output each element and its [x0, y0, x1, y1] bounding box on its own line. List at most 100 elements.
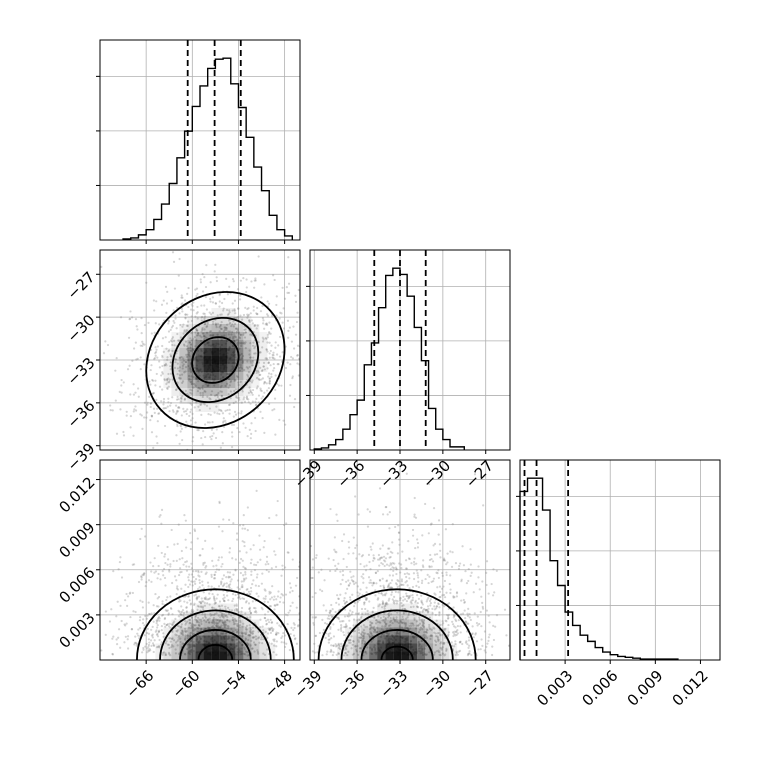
pair-0-point	[188, 414, 191, 418]
pair-0-point	[166, 290, 169, 293]
pair-2-point	[473, 612, 476, 615]
pair-2-point	[422, 622, 425, 625]
pair-1-point	[275, 633, 278, 636]
pair-0-point	[259, 373, 262, 376]
pair-0-point	[220, 301, 224, 305]
pair-2-point	[391, 551, 394, 554]
pair-2-point	[377, 592, 381, 595]
pair-2-point	[439, 549, 442, 552]
pair-1-point	[150, 644, 153, 647]
pair-0-point	[187, 353, 190, 356]
pair-0-point	[246, 373, 249, 376]
pair-2-point	[480, 638, 483, 641]
pair-1-point	[266, 600, 270, 604]
pair-2-point	[390, 579, 394, 582]
pair-1-density-cell	[259, 651, 268, 660]
pair-0-point	[238, 347, 241, 350]
pair-2-point	[420, 639, 423, 643]
pair-2-point	[398, 538, 401, 541]
pair-1-density-cell	[235, 619, 244, 628]
pair-0-point	[283, 297, 287, 300]
pair-0-point	[273, 278, 276, 282]
pair-0-point	[249, 356, 252, 359]
pair-1-point	[263, 653, 267, 657]
pair-2-point	[441, 571, 444, 575]
pair-1-point	[188, 599, 191, 602]
pair-2-point	[450, 565, 454, 568]
pair-1-density-cell	[195, 643, 204, 652]
pair-0-point	[249, 437, 252, 440]
pair-1-point	[135, 644, 138, 647]
pair-0-point	[173, 321, 176, 324]
pair-2-density-cell	[353, 627, 362, 636]
pair-0-point	[233, 309, 236, 312]
pair-2-point	[421, 579, 424, 582]
pair-2-point	[414, 516, 418, 519]
pair-2-point	[441, 623, 444, 626]
pair-1-point	[187, 579, 190, 582]
pair-0-point	[220, 409, 223, 413]
pair-0-point	[218, 292, 222, 296]
pair-0-point	[208, 421, 211, 424]
pair-1-point	[237, 631, 240, 634]
pair-0-density-cell	[163, 380, 172, 388]
pair-2-point	[330, 650, 333, 653]
pair-0-point	[267, 362, 270, 365]
pair-2-point	[425, 628, 428, 631]
pair-2-point	[478, 622, 481, 626]
pair-1-point	[204, 627, 207, 631]
pair-1-point	[157, 544, 160, 547]
pair-2-point	[466, 653, 470, 657]
pair-2-point	[453, 625, 456, 628]
pair-0-density-cell	[219, 356, 228, 364]
pair-0-density-cell	[195, 364, 204, 372]
pair-0-point	[216, 395, 219, 399]
pair-2-point	[428, 627, 432, 630]
pair-1-point	[256, 573, 259, 576]
pair-1-point	[164, 642, 167, 645]
pair-1-point	[243, 544, 246, 548]
pair-1-point	[232, 573, 235, 576]
pair-1-point	[224, 615, 227, 618]
pair-0-point	[259, 387, 262, 390]
pair-2-point	[342, 631, 345, 634]
pair-2-point	[390, 619, 393, 622]
pair-2-point	[418, 616, 421, 619]
pair-0-point	[218, 408, 221, 411]
pair-0-point	[176, 424, 179, 428]
pair-0-point	[240, 352, 243, 356]
pair-2-point	[422, 618, 426, 622]
pair-2-point	[402, 612, 405, 615]
pair-2-point	[460, 599, 463, 602]
pair-0-point	[171, 343, 174, 347]
pair-2-point	[329, 507, 332, 511]
pair-2-point	[447, 607, 450, 611]
pair-0-point	[267, 375, 270, 378]
pair-1-point	[200, 597, 203, 600]
pair-0-point	[240, 344, 243, 347]
pair-1-point	[162, 567, 166, 571]
pair-1-point	[164, 625, 167, 628]
pair-1-point	[200, 627, 203, 630]
pair-2-density-cell	[353, 619, 362, 628]
pair-1-point	[220, 614, 223, 617]
pair-2-point	[384, 622, 387, 626]
pair-2-point	[409, 605, 413, 609]
pair-1-point	[210, 621, 214, 624]
pair-1-point	[244, 567, 247, 570]
pair-2-point	[345, 600, 348, 603]
pair-2-point	[383, 586, 386, 590]
pair-1-point	[276, 595, 280, 598]
pair-1-point	[235, 630, 238, 633]
pair-2-point	[449, 588, 452, 591]
pair-2-point	[427, 596, 430, 600]
pair-2-point	[389, 568, 392, 571]
pair-2-point	[433, 627, 436, 630]
pair-1-point	[196, 620, 199, 623]
pair-2-point	[429, 604, 432, 607]
pair-1-point	[174, 652, 178, 655]
pair-2-density-cell	[377, 651, 386, 660]
pair-2-point	[379, 584, 382, 588]
pair-0-point	[269, 349, 272, 353]
pair-1-point	[260, 606, 263, 609]
